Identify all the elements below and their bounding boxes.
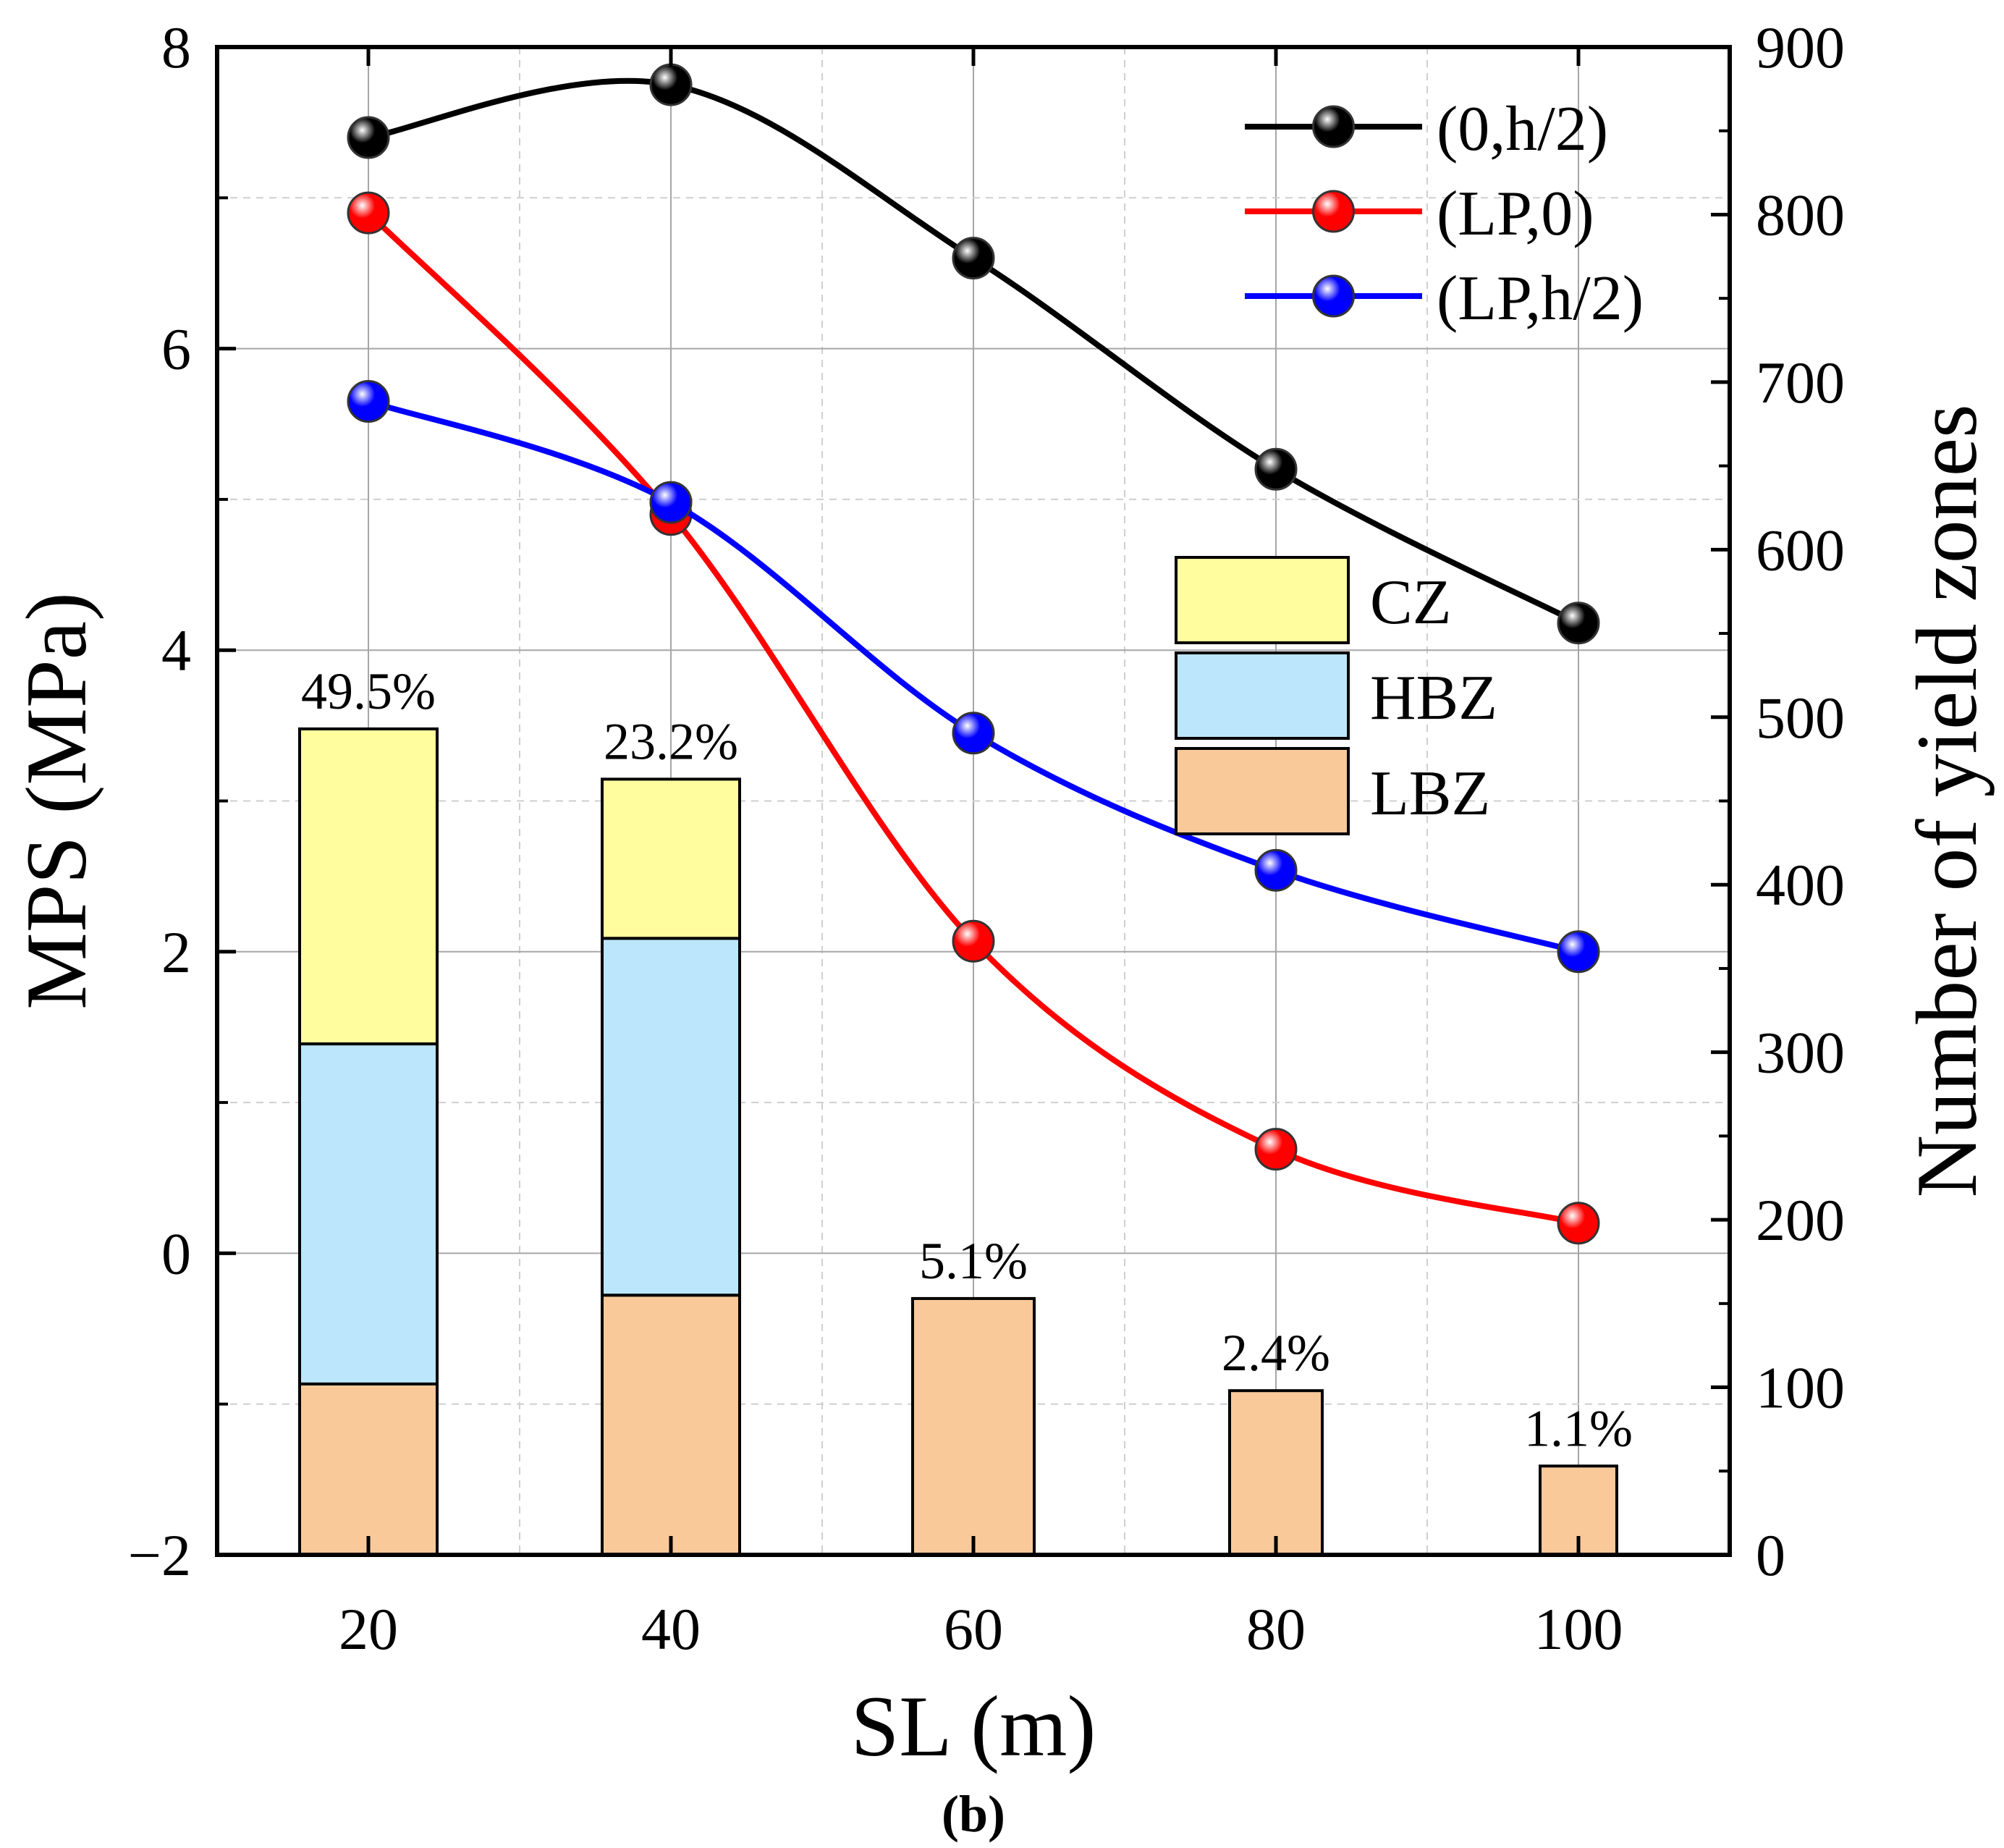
series-point xyxy=(649,63,693,106)
bar-cz xyxy=(298,727,439,1046)
series-point xyxy=(1254,1128,1298,1171)
y-right-tick-label: 500 xyxy=(1756,685,1845,751)
legend: (0,h/2) (LP,0) (LP,h/2) xyxy=(1245,94,1644,334)
y-right-tick-label: 200 xyxy=(1756,1187,1845,1253)
bars xyxy=(298,727,1618,1557)
y-right-tick-label: 700 xyxy=(1756,350,1845,415)
bar-label: 23.2% xyxy=(604,712,738,770)
y-axis-left-title: MPS (MPa) xyxy=(8,592,104,1010)
y-left-tick-label: 2 xyxy=(161,919,191,985)
y-right-tick-label: 100 xyxy=(1756,1355,1845,1421)
y-right-tick-label: 900 xyxy=(1756,14,1845,80)
x-axis-title: SL (m) xyxy=(851,1678,1096,1774)
y-axis-right-title: Number of yield zones xyxy=(1898,404,1995,1197)
x-tick-label: 40 xyxy=(641,1596,701,1662)
series-point xyxy=(1557,1202,1600,1245)
y-right-tick-label: 300 xyxy=(1756,1020,1845,1086)
y-left-tick-label: 6 xyxy=(161,316,191,382)
y-right-tick-label: 400 xyxy=(1756,852,1845,918)
y-left-tick-label: 8 xyxy=(161,14,191,80)
series-point xyxy=(1254,447,1298,491)
panel-label: (b) xyxy=(942,1785,1005,1843)
bar-labels: 49.5% 23.2% 5.1% 2.4% 1.1% xyxy=(301,662,1633,1457)
bar-legend: CZ HBZ LBZ xyxy=(1175,556,1497,835)
bar-legend-label: HBZ xyxy=(1370,663,1497,733)
bar-hbz xyxy=(298,1042,439,1385)
series-point xyxy=(952,712,995,755)
bar-label: 2.4% xyxy=(1222,1324,1330,1382)
bar-lbz xyxy=(911,1296,1036,1556)
series-point xyxy=(649,481,693,524)
x-tick-label: 100 xyxy=(1534,1596,1623,1662)
grid-lines xyxy=(217,47,1730,1555)
line-series xyxy=(347,63,1600,1245)
bar-label: 49.5% xyxy=(301,662,436,720)
axis-ticks: 20 40 60 80 100−2024680100200300400500600700… xyxy=(128,14,1845,1662)
y-left-tick-label: 4 xyxy=(161,617,191,683)
series-point xyxy=(952,237,995,280)
series-point xyxy=(1557,930,1600,974)
bar-legend-swatch xyxy=(1175,556,1350,644)
x-tick-label: 60 xyxy=(944,1596,1003,1662)
bar-legend-swatch xyxy=(1175,747,1350,835)
legend-label: (LP,0) xyxy=(1437,179,1594,249)
bar-label: 1.1% xyxy=(1524,1399,1633,1457)
y-left-tick-label: −2 xyxy=(128,1522,191,1588)
series-point xyxy=(347,191,390,235)
bar-lbz xyxy=(1228,1389,1324,1556)
legend-marker xyxy=(1312,105,1355,148)
y-right-tick-label: 600 xyxy=(1756,517,1845,583)
series-point xyxy=(952,919,995,963)
bar-lbz xyxy=(601,1294,741,1556)
legend-label: (LP,h/2) xyxy=(1437,263,1644,334)
bar-cz xyxy=(601,777,741,940)
legend-marker xyxy=(1312,274,1355,318)
series-point xyxy=(347,116,390,159)
legend-marker xyxy=(1312,190,1355,233)
y-right-tick-label: 800 xyxy=(1756,182,1845,248)
bar-label: 5.1% xyxy=(919,1232,1028,1290)
series-line xyxy=(366,211,1579,1226)
y-left-tick-label: 0 xyxy=(161,1220,191,1286)
series-point xyxy=(347,380,390,423)
bar-legend-label: CZ xyxy=(1370,568,1451,638)
x-tick-label: 20 xyxy=(339,1596,398,1662)
series-point xyxy=(1254,848,1298,892)
bar-lbz xyxy=(298,1382,439,1556)
bar-legend-label: LBZ xyxy=(1370,759,1490,829)
bar-legend-swatch xyxy=(1175,651,1350,740)
bar-hbz xyxy=(601,937,741,1297)
series-point xyxy=(1557,602,1600,645)
legend-label: (0,h/2) xyxy=(1437,94,1608,164)
y-right-tick-label: 0 xyxy=(1756,1522,1785,1588)
x-tick-label: 80 xyxy=(1246,1596,1306,1662)
